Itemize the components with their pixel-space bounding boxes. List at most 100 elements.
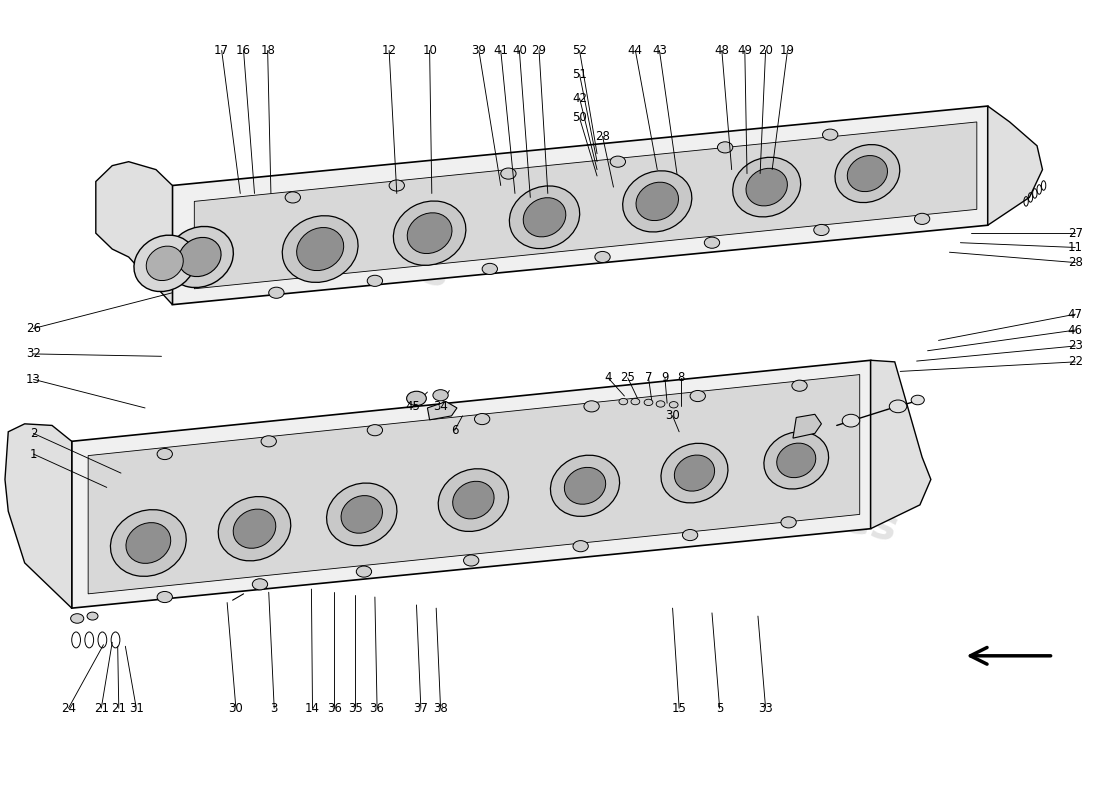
Circle shape: [619, 398, 628, 405]
Ellipse shape: [636, 182, 679, 221]
Ellipse shape: [509, 186, 580, 249]
Ellipse shape: [146, 246, 184, 281]
Circle shape: [474, 414, 490, 425]
Ellipse shape: [674, 455, 715, 491]
Ellipse shape: [283, 216, 359, 282]
Circle shape: [792, 380, 807, 391]
Circle shape: [367, 275, 383, 286]
Ellipse shape: [524, 198, 565, 237]
Ellipse shape: [564, 467, 606, 504]
Text: 49: 49: [737, 44, 752, 57]
Ellipse shape: [777, 443, 816, 478]
Circle shape: [482, 263, 497, 274]
Text: 30: 30: [229, 702, 243, 714]
Circle shape: [704, 237, 719, 248]
Text: 51: 51: [572, 68, 587, 81]
Text: 19: 19: [780, 44, 795, 57]
Text: 6: 6: [451, 424, 459, 437]
Text: 12: 12: [382, 44, 397, 57]
Text: 34: 34: [433, 400, 448, 413]
Circle shape: [669, 402, 678, 408]
Text: 4: 4: [604, 371, 612, 384]
Ellipse shape: [341, 495, 383, 534]
Text: 33: 33: [758, 702, 773, 714]
Circle shape: [690, 390, 705, 402]
Circle shape: [367, 425, 383, 436]
Text: 36: 36: [370, 702, 385, 714]
Text: 39: 39: [472, 44, 486, 57]
Ellipse shape: [835, 145, 900, 202]
Circle shape: [356, 566, 372, 577]
Ellipse shape: [438, 469, 508, 531]
Polygon shape: [173, 106, 988, 305]
Ellipse shape: [394, 201, 466, 266]
Circle shape: [261, 436, 276, 447]
Text: 30: 30: [666, 410, 680, 422]
Text: 50: 50: [572, 111, 587, 125]
Circle shape: [889, 400, 906, 413]
Text: 43: 43: [652, 44, 667, 57]
Text: 45: 45: [406, 400, 420, 413]
Text: 25: 25: [620, 371, 635, 384]
Text: 7: 7: [645, 371, 652, 384]
Ellipse shape: [746, 168, 788, 206]
Ellipse shape: [110, 510, 186, 576]
Ellipse shape: [847, 155, 888, 192]
Circle shape: [595, 251, 610, 262]
Circle shape: [463, 555, 478, 566]
Text: 13: 13: [26, 373, 41, 386]
Text: 2: 2: [30, 427, 37, 440]
Text: 21: 21: [94, 702, 109, 714]
Circle shape: [645, 399, 653, 406]
Circle shape: [584, 401, 600, 412]
Text: 29: 29: [531, 44, 547, 57]
Ellipse shape: [297, 227, 343, 270]
Circle shape: [407, 391, 427, 406]
Circle shape: [843, 414, 860, 427]
Circle shape: [781, 517, 796, 528]
Text: 48: 48: [714, 44, 729, 57]
Text: 20: 20: [758, 44, 773, 57]
Text: 32: 32: [26, 347, 41, 361]
Ellipse shape: [178, 238, 221, 277]
Circle shape: [573, 541, 588, 552]
Text: 27: 27: [1068, 226, 1082, 240]
Circle shape: [157, 449, 173, 459]
Ellipse shape: [125, 522, 170, 563]
Text: 17: 17: [214, 44, 229, 57]
Ellipse shape: [233, 509, 276, 548]
Text: 14: 14: [305, 702, 320, 714]
Circle shape: [914, 214, 929, 225]
Text: 37: 37: [414, 702, 428, 714]
Ellipse shape: [763, 432, 828, 489]
Circle shape: [814, 225, 829, 235]
Polygon shape: [6, 424, 72, 608]
Circle shape: [87, 612, 98, 620]
Polygon shape: [428, 402, 456, 420]
Text: 23: 23: [1068, 339, 1082, 353]
Ellipse shape: [453, 482, 494, 519]
Circle shape: [717, 142, 733, 153]
Circle shape: [433, 390, 448, 401]
Text: 31: 31: [129, 702, 144, 714]
Text: 18: 18: [261, 44, 275, 57]
Text: eurospares: eurospares: [187, 201, 453, 297]
Text: 11: 11: [1068, 241, 1082, 254]
Text: 28: 28: [595, 130, 610, 142]
Polygon shape: [195, 122, 977, 289]
Circle shape: [268, 287, 284, 298]
Ellipse shape: [661, 443, 728, 503]
Circle shape: [70, 614, 84, 623]
Polygon shape: [871, 360, 931, 529]
Circle shape: [631, 398, 640, 405]
Text: 15: 15: [672, 702, 686, 714]
Circle shape: [610, 156, 626, 167]
Ellipse shape: [166, 226, 233, 287]
Text: 41: 41: [493, 44, 508, 57]
Text: 44: 44: [628, 44, 642, 57]
Circle shape: [911, 395, 924, 405]
Text: 47: 47: [1068, 308, 1082, 321]
Text: 5: 5: [716, 702, 724, 714]
Text: 22: 22: [1068, 355, 1082, 368]
Circle shape: [657, 401, 664, 407]
